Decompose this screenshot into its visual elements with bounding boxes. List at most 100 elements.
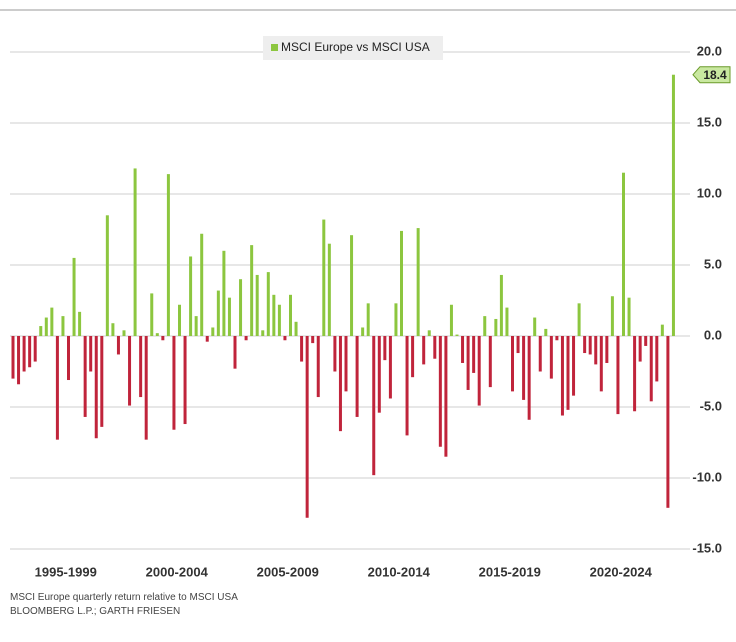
bar [72,257,76,336]
bar [44,317,48,336]
bar [400,230,403,336]
bar [377,336,381,413]
bar [144,336,148,440]
bar [216,290,220,336]
bar [33,336,37,362]
bar [166,174,170,336]
y-tick-label: 10.0 [697,185,722,200]
bar [655,336,659,382]
bar [566,336,570,410]
bar [388,336,392,399]
bar [472,336,476,373]
bar [133,168,137,336]
x-tick-label: 2000-2004 [146,564,209,579]
bar [28,336,32,368]
bar [494,318,498,336]
bar [577,303,581,336]
bar [261,330,265,336]
bar [461,336,465,363]
bar [233,336,237,369]
y-tick-label: -10.0 [692,469,722,484]
bar [211,327,215,336]
bar [150,293,154,336]
x-tick-label: 2015-2019 [479,564,541,579]
bar [488,336,492,388]
bar [161,336,165,341]
bar [333,336,337,372]
bar [39,326,43,336]
bar [155,333,159,336]
bar [344,336,348,392]
x-tick-label: 2020-2024 [590,564,653,579]
bar [83,336,87,417]
bar [277,304,281,336]
bar [433,336,437,359]
bar [627,297,631,336]
bar [294,321,298,336]
bar [622,172,625,336]
bar [455,334,459,336]
value-tag [692,66,731,84]
y-tick-label: 15.0 [697,114,722,129]
x-tick-label: 1995-1999 [35,564,97,579]
bar [572,336,576,396]
bar [444,336,448,457]
x-tick-label: 2005-2009 [257,564,319,579]
bar [560,336,564,416]
bar [17,336,21,385]
bar [616,336,620,415]
y-tick-label: 20.0 [697,43,722,58]
bar [338,336,342,432]
bar [227,297,231,336]
y-tick-label: 5.0 [704,256,722,271]
bar [300,336,304,362]
bar [327,243,331,336]
caption: MSCI Europe quarterly return relative to… [10,592,238,603]
bar [383,336,387,361]
bar [283,336,287,341]
bar [67,336,70,381]
bar [522,336,526,400]
bar [105,215,109,336]
source: BLOOMBERG L.P.; GARTH FRIESEN [10,606,180,617]
bar [538,336,542,372]
bar [660,324,664,336]
bar [172,336,176,430]
bar [116,336,120,355]
y-tick-label: -5.0 [700,398,722,413]
bar [100,336,104,427]
bar [205,336,209,342]
bar [449,304,453,336]
y-tick-label: 0.0 [704,327,722,342]
bar [644,336,648,346]
bar [178,304,181,336]
bar [666,336,670,508]
bar [289,294,292,336]
bar [533,317,537,336]
bar [305,336,309,518]
bar [189,256,193,336]
bar [516,336,520,354]
bar [139,336,143,398]
bar [61,316,65,336]
bar [411,336,415,378]
bar [394,303,398,336]
bar [499,274,503,336]
bar [122,330,126,336]
bar [350,235,354,336]
bar [477,336,481,406]
bar [272,294,276,336]
bar [405,336,409,436]
bar [266,272,270,336]
bar [511,336,514,392]
bar [311,336,315,344]
bar [416,228,420,336]
bar [194,316,198,336]
bar [544,328,548,336]
bar [427,330,431,336]
bar [250,245,254,336]
bar [11,336,15,379]
bar [366,303,370,336]
bar [50,307,54,336]
